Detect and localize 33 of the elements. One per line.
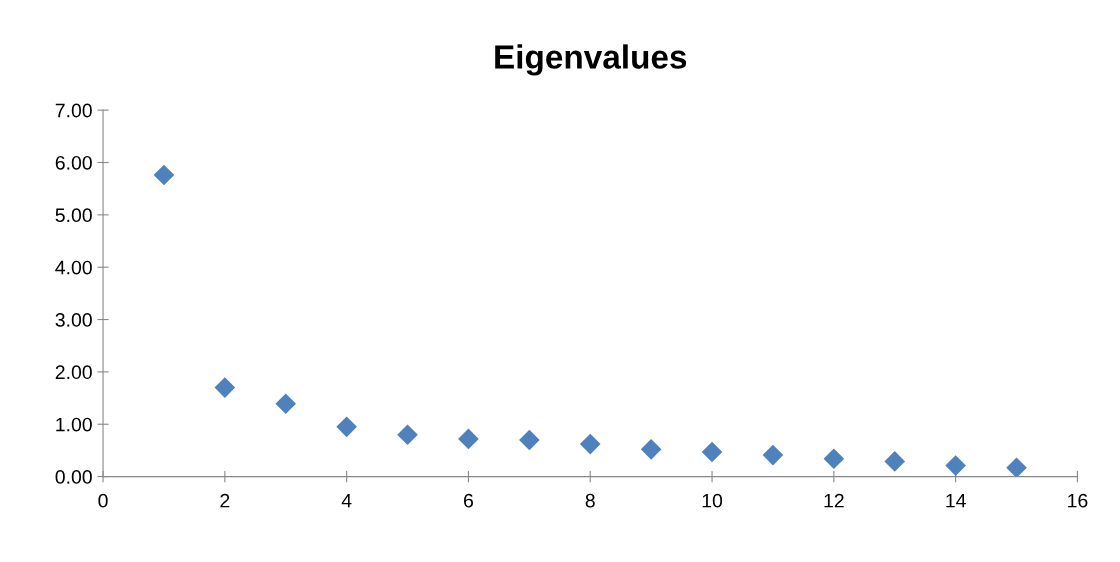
y-tick-label: 2.00	[55, 365, 92, 380]
point	[458, 428, 479, 450]
point	[519, 429, 540, 451]
y-tick-label: 7.00	[55, 103, 92, 118]
point	[1006, 457, 1027, 477]
point	[153, 164, 175, 186]
point	[397, 424, 418, 445]
point	[336, 416, 357, 438]
point	[275, 393, 297, 415]
y-tick-label: 3.00	[55, 313, 92, 327]
x-tick-label: 14	[946, 493, 966, 508]
x-tick-label: 16	[1068, 493, 1088, 508]
point	[762, 444, 784, 466]
point	[884, 451, 906, 472]
y-tick-label: 6.00	[55, 155, 92, 170]
x-tick-label: 10	[702, 493, 723, 508]
y-tick-label: 1.00	[56, 417, 92, 432]
x-tick-label: 2	[220, 493, 230, 508]
point	[945, 455, 966, 476]
x-tick-label: 0	[98, 493, 108, 508]
x-tick-label: 12	[824, 493, 844, 508]
point	[579, 433, 601, 455]
y-tick-label: 5.00	[55, 208, 92, 223]
x-tick-label: 4	[341, 493, 352, 508]
chart-title: Eigenvalues	[495, 44, 687, 76]
y-tick-label: 4.00	[55, 260, 92, 275]
y-tick-label: 0.00	[55, 470, 92, 484]
point	[640, 439, 662, 460]
point	[823, 448, 845, 470]
x-tick-label: 6	[464, 493, 473, 508]
x-tick-label: 8	[585, 493, 595, 508]
point	[701, 441, 723, 463]
point	[214, 377, 236, 398]
